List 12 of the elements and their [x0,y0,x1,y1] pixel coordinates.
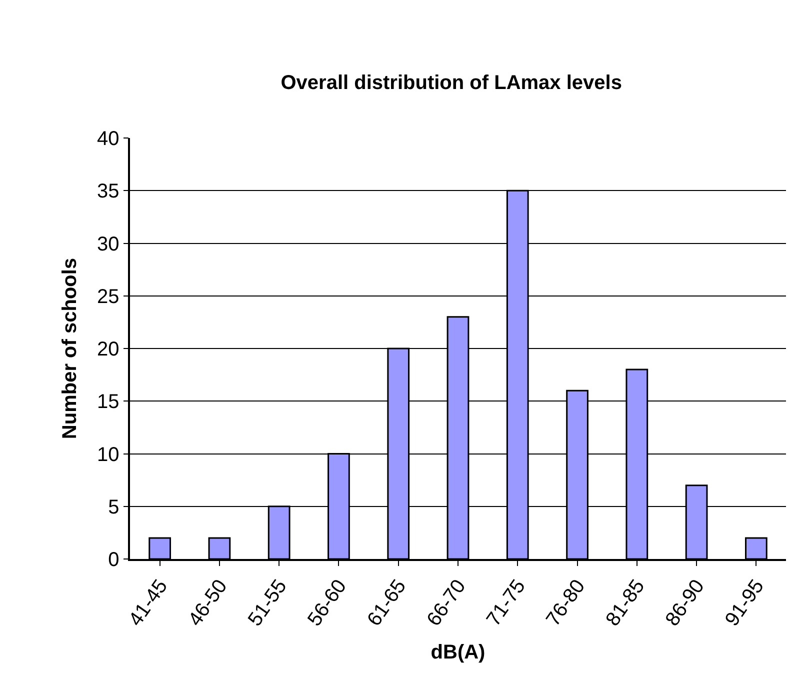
y-tick-label: 0 [108,549,120,571]
x-axis-title: dB(A) [430,641,486,664]
y-tick-label: 35 [97,180,120,203]
y-tick-label: 20 [97,338,120,360]
chart-title: Overall distribution of LAmax levels [280,72,622,94]
y-tick-label: 25 [97,286,120,308]
y-tick-label: 5 [108,496,120,518]
y-tick-label: 10 [97,444,120,466]
y-axis-title: Number of schools [59,258,81,440]
y-tick-label: 30 [97,233,120,256]
y-tick-label: 15 [97,391,120,414]
y-tick-label: 40 [97,128,120,150]
